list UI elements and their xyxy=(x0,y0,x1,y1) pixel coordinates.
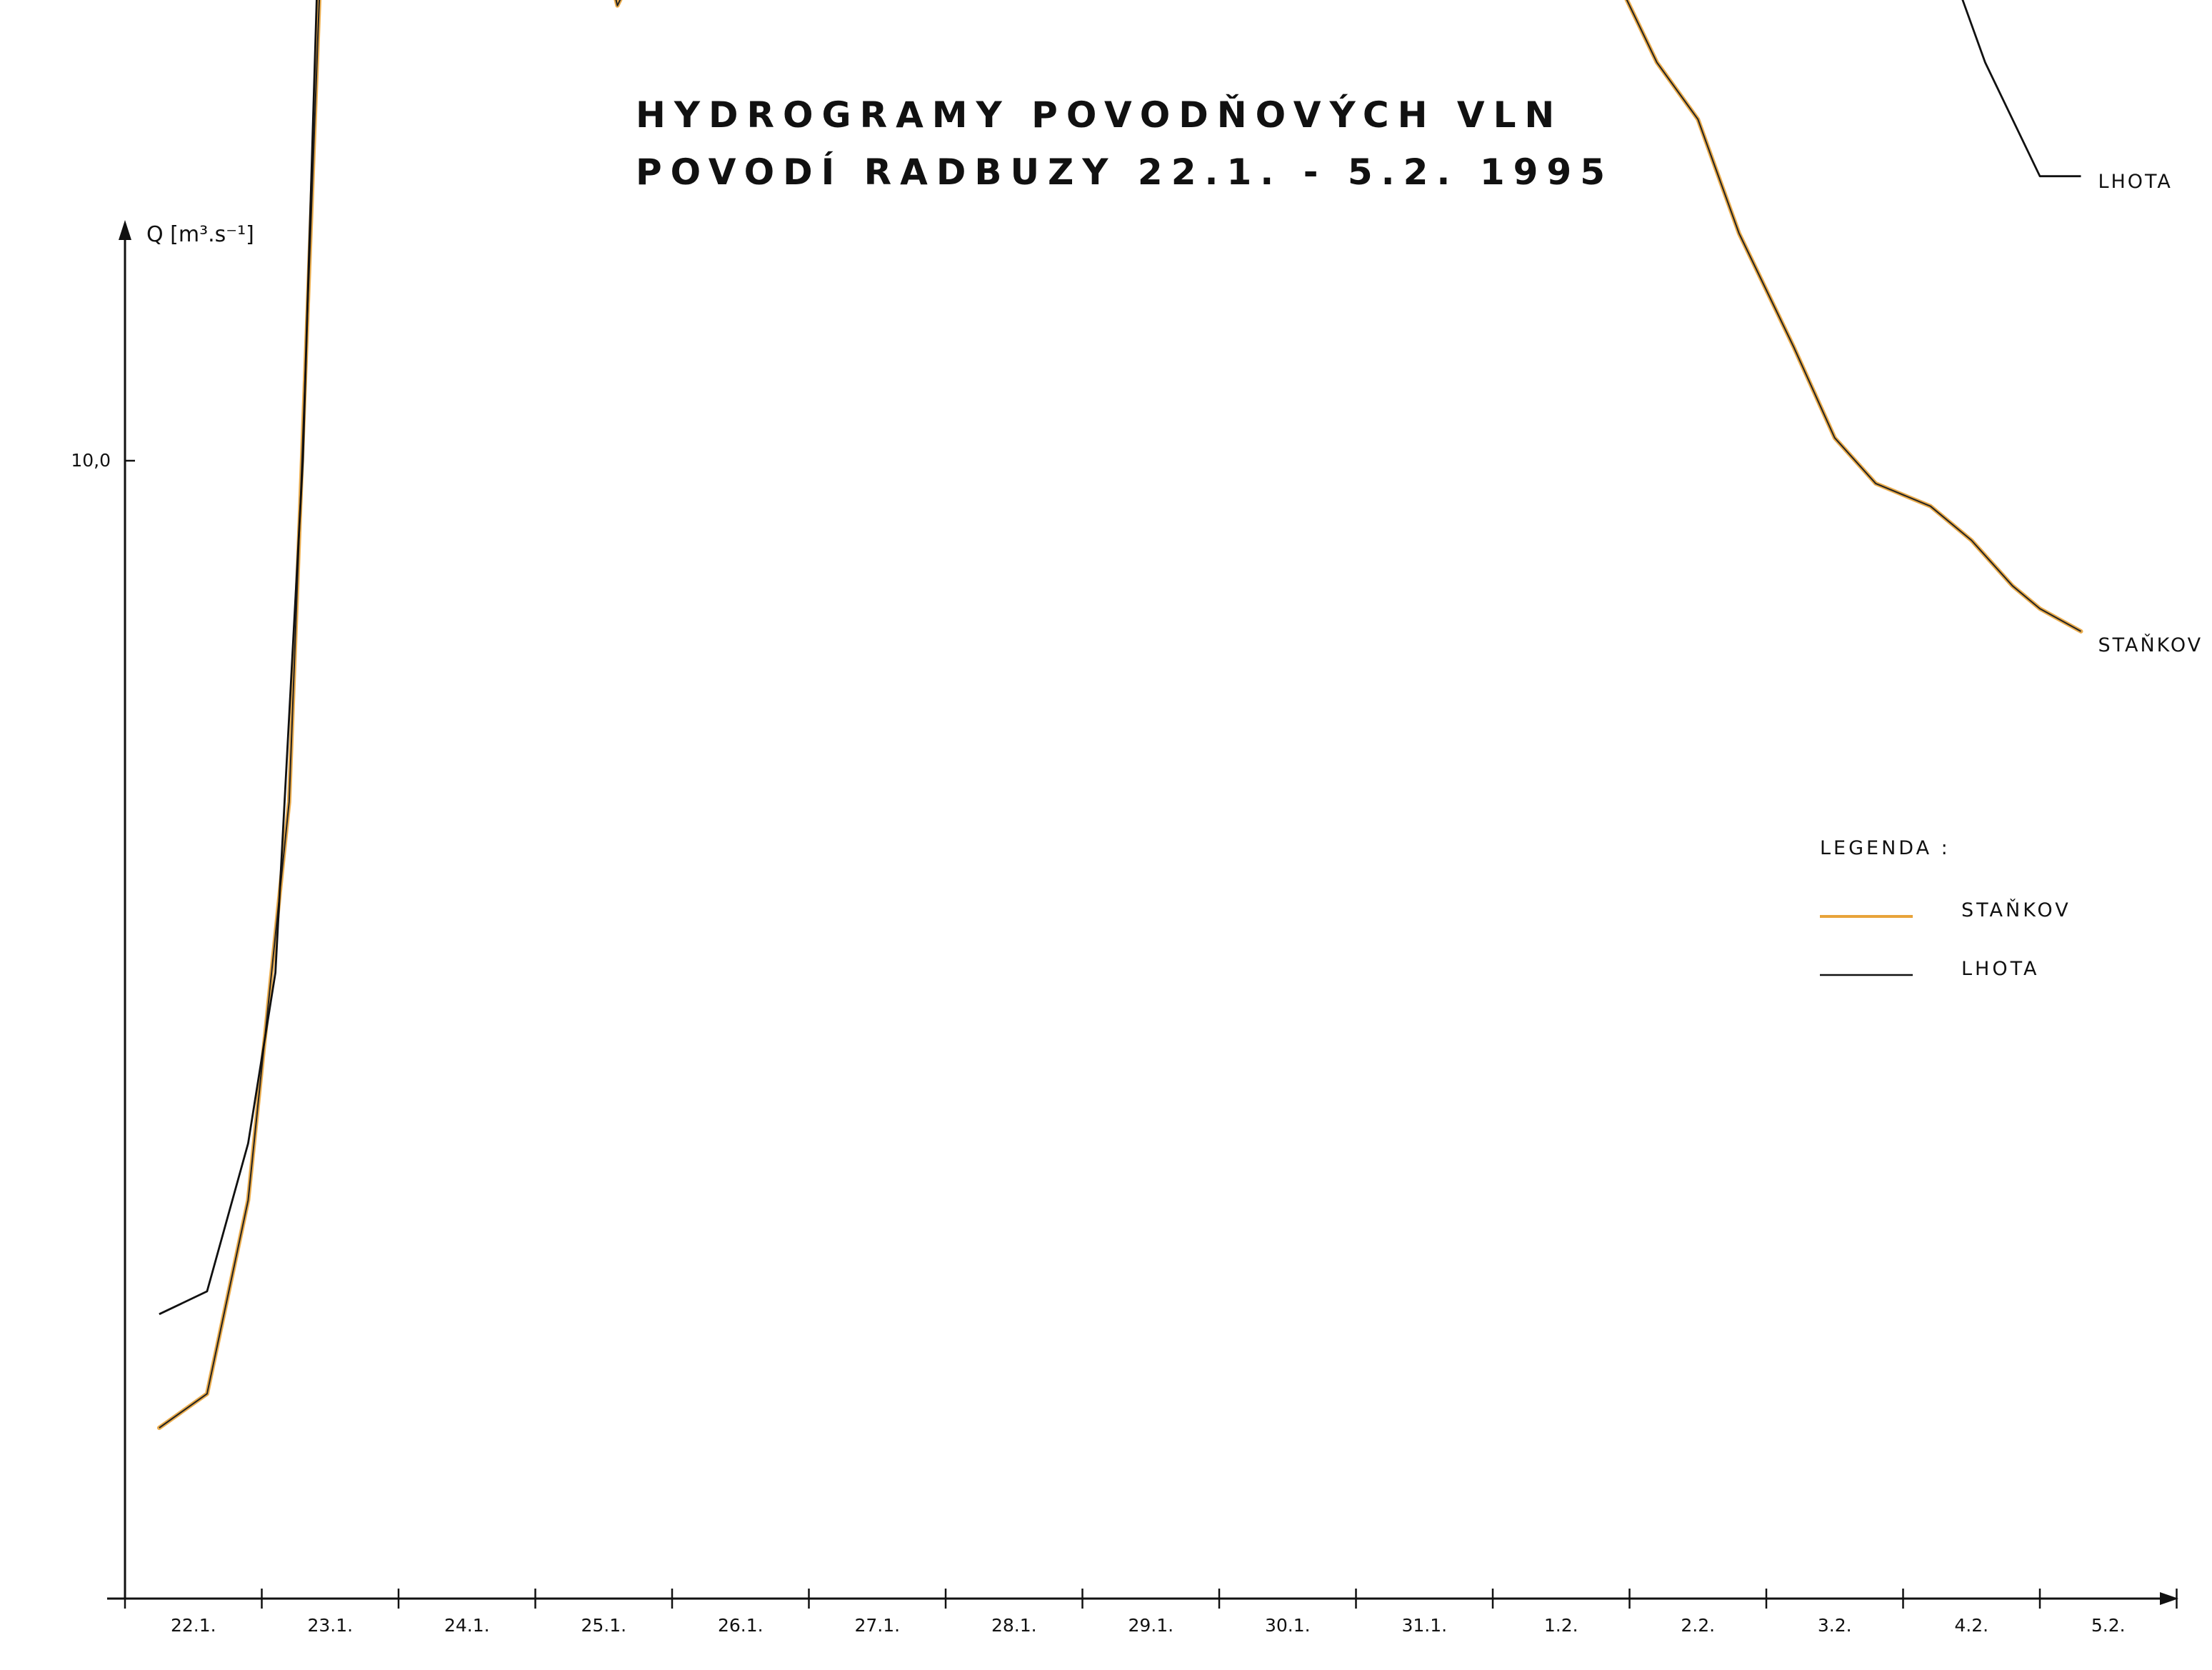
x-tick-label: 29.1. xyxy=(1128,1615,1173,1636)
series-lines xyxy=(156,0,2083,1430)
x-tick-label: 26.1. xyxy=(718,1615,764,1636)
legend: LEGENDA : STAŇKOV LHOTA xyxy=(1820,837,2071,980)
legend-title: LEGENDA : xyxy=(1820,837,1951,859)
chart-title: HYDROGRAMY POVODŇOVÝCH VLN POVODÍ RADBUZ… xyxy=(636,94,1613,193)
x-tick-label: 30.1. xyxy=(1265,1615,1311,1636)
series-line-stankov xyxy=(156,0,2083,1430)
legend-label-lhota: LHOTA xyxy=(1961,958,2039,980)
x-tick-label: 2.2. xyxy=(1681,1615,1715,1636)
y-axis-arrow xyxy=(119,220,131,240)
series-line-lhota xyxy=(159,0,2081,1316)
x-tick-label: 23.1. xyxy=(307,1615,353,1636)
title-line-1: HYDROGRAMY POVODŇOVÝCH VLN xyxy=(636,94,1563,136)
x-tick-label: 24.1. xyxy=(444,1615,490,1636)
axes: Q [m³.s⁻¹] 10,020,030,040,050,060,070,08… xyxy=(71,220,2178,1636)
series-end-labels: LHOTA STAŇKOV xyxy=(2098,171,2203,656)
y-tick-label: 10,0 xyxy=(71,450,111,471)
x-tick-label: 27.1. xyxy=(854,1615,900,1636)
x-tick-label: 4.2. xyxy=(1954,1615,1988,1636)
x-tick-label: 5.2. xyxy=(2091,1615,2126,1636)
y-ticks: 10,020,030,040,050,060,070,080,090,0100,… xyxy=(71,450,135,471)
title-line-2: POVODÍ RADBUZY 22.1. - 5.2. 1995 xyxy=(636,151,1613,193)
x-tick-label: 25.1. xyxy=(581,1615,626,1636)
x-tick-label: 3.2. xyxy=(1818,1615,1852,1636)
x-ticks: 22.1. 23.1. 24.1. 25.1. 26.1. 27.1. 28.1. 29.1.… xyxy=(124,1589,2178,1636)
x-tick-label: 28.1. xyxy=(991,1615,1037,1636)
legend-label-stankov: STAŇKOV xyxy=(1961,899,2071,921)
y-axis-label: Q [m³.s⁻¹] xyxy=(146,222,254,247)
x-tick-label: 31.1. xyxy=(1401,1615,1447,1636)
series-end-label-stankov: STAŇKOV xyxy=(2098,634,2203,656)
x-tick-label: 22.1. xyxy=(171,1615,216,1636)
series-end-label-lhota: LHOTA xyxy=(2098,171,2172,193)
x-tick-label: 1.2. xyxy=(1544,1615,1578,1636)
x-axis-arrow xyxy=(2160,1592,2178,1605)
series-line-stankov-ink xyxy=(159,0,2081,1429)
